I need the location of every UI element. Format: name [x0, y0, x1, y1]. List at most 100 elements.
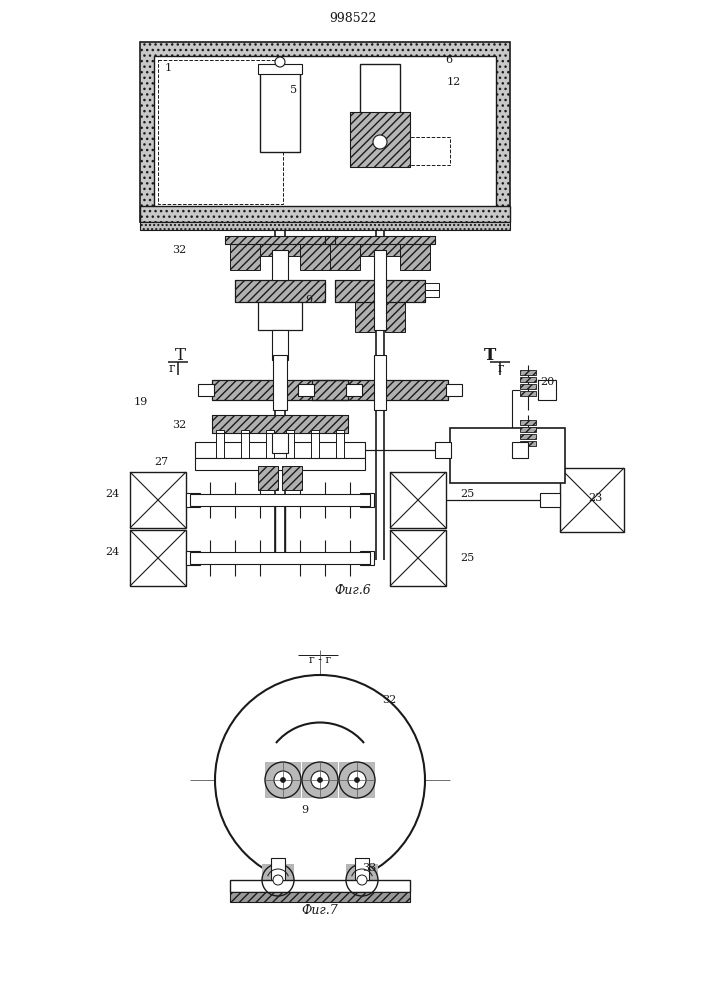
Bar — [520, 434, 536, 439]
Bar — [190, 552, 370, 564]
Bar — [186, 551, 200, 565]
Bar — [300, 242, 330, 270]
Bar — [190, 494, 370, 506]
Circle shape — [348, 771, 366, 789]
Bar — [560, 468, 624, 532]
Circle shape — [357, 875, 367, 885]
Bar — [272, 330, 288, 360]
Text: Фиг.6: Фиг.6 — [334, 584, 371, 596]
Text: г: г — [498, 361, 504, 374]
Bar — [140, 206, 510, 222]
Circle shape — [275, 57, 285, 67]
Bar — [271, 858, 285, 880]
Bar — [335, 280, 425, 302]
Bar — [336, 430, 344, 470]
Bar — [355, 858, 369, 880]
Bar — [520, 420, 536, 425]
Bar — [260, 242, 300, 256]
Bar — [260, 72, 300, 152]
Text: 32: 32 — [382, 695, 396, 705]
Bar — [311, 430, 319, 470]
Bar — [235, 280, 325, 302]
Bar — [350, 112, 410, 167]
Bar — [538, 380, 556, 400]
Bar — [140, 42, 510, 222]
Bar — [520, 384, 536, 389]
Bar — [330, 242, 360, 270]
Bar — [355, 302, 375, 332]
Text: 9: 9 — [305, 295, 312, 305]
Bar — [273, 355, 287, 410]
Bar — [225, 236, 335, 244]
Bar — [520, 427, 536, 432]
Text: 998522: 998522 — [329, 11, 377, 24]
Bar — [198, 384, 214, 396]
Bar — [230, 892, 410, 902]
Bar — [286, 430, 294, 470]
Bar — [272, 250, 288, 280]
Circle shape — [373, 135, 387, 149]
Text: г - г: г - г — [309, 655, 331, 665]
Bar — [435, 442, 451, 458]
Text: 19: 19 — [134, 397, 148, 407]
Bar — [523, 450, 533, 462]
Bar — [425, 290, 439, 297]
Circle shape — [311, 771, 329, 789]
Text: T: T — [175, 347, 185, 363]
Text: 1: 1 — [165, 63, 172, 73]
Text: 12: 12 — [447, 77, 461, 87]
Text: 24: 24 — [106, 489, 120, 499]
Text: 25: 25 — [460, 489, 474, 499]
Bar — [450, 428, 565, 483]
Circle shape — [274, 771, 292, 789]
Bar — [520, 377, 536, 382]
Bar — [230, 242, 260, 270]
Text: 27: 27 — [154, 457, 168, 467]
Bar — [360, 493, 374, 507]
Bar — [241, 430, 249, 470]
Bar — [140, 222, 510, 230]
Bar — [360, 242, 400, 256]
Bar — [346, 864, 378, 896]
Text: 32: 32 — [172, 245, 186, 255]
Bar — [312, 380, 448, 400]
Bar — [325, 236, 435, 244]
Bar — [212, 415, 348, 433]
Text: 24: 24 — [106, 547, 120, 557]
Bar — [225, 236, 335, 244]
Bar — [258, 466, 278, 490]
Bar — [216, 430, 224, 470]
Bar — [230, 880, 410, 892]
Bar — [390, 472, 446, 528]
Bar — [195, 442, 365, 458]
Text: 23: 23 — [588, 493, 602, 503]
Bar — [520, 370, 536, 375]
Bar — [262, 864, 294, 896]
Bar — [258, 64, 302, 74]
Bar — [374, 250, 386, 330]
Bar — [212, 415, 348, 433]
Bar — [312, 380, 448, 400]
Circle shape — [317, 778, 322, 782]
Circle shape — [273, 875, 283, 885]
Bar — [272, 433, 288, 453]
Bar — [446, 384, 462, 396]
Text: 9: 9 — [301, 805, 308, 815]
Text: г: г — [169, 361, 175, 374]
Bar — [266, 430, 274, 470]
Bar — [212, 380, 348, 400]
Text: T: T — [484, 347, 496, 363]
Bar — [512, 442, 528, 458]
Bar — [339, 762, 375, 798]
Bar — [235, 280, 325, 302]
Bar — [158, 60, 283, 204]
Text: 33: 33 — [362, 863, 376, 873]
Bar — [425, 283, 439, 290]
Bar — [212, 380, 348, 400]
Bar — [350, 112, 410, 167]
Text: 25: 25 — [460, 553, 474, 563]
Bar — [302, 762, 338, 798]
Bar — [390, 530, 446, 586]
Bar — [385, 302, 405, 332]
Bar — [374, 355, 386, 410]
